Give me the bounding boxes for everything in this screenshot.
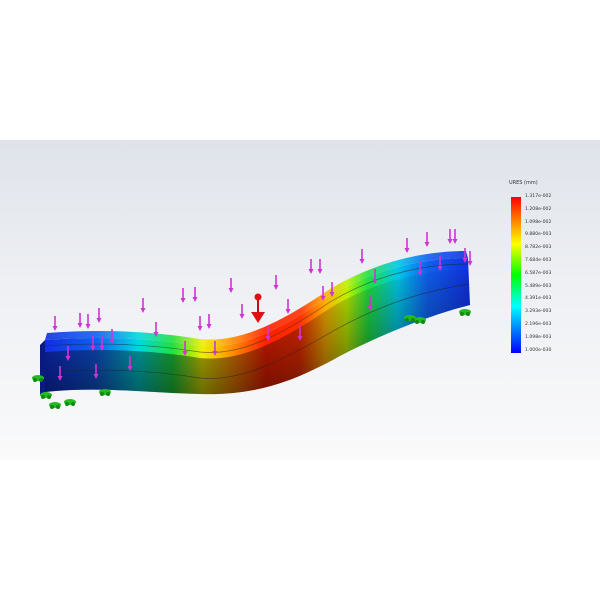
legend-tick-label: 1.317e-002: [525, 194, 552, 199]
down-arrow-icon: [265, 326, 271, 341]
legend-tick-label: 8.782e-003: [525, 245, 552, 251]
down-arrow-icon: [320, 286, 326, 301]
legend-title: URES (mm): [509, 180, 538, 186]
beam-top-face: [45, 251, 468, 347]
down-arrow-icon: [308, 259, 314, 274]
down-arrow-icon: [239, 304, 245, 319]
down-arrow-icon: [182, 341, 188, 356]
down-arrow-icon: [297, 326, 303, 341]
down-arrow-icon: [96, 308, 102, 323]
down-arrow-icon: [57, 366, 63, 381]
legend-tick-label: 9.880e-003: [525, 232, 552, 238]
graphics-viewport[interactable]: [0, 140, 600, 460]
fixed-support-icon: [404, 315, 416, 322]
legend-tick-label: 1.208e-002: [525, 206, 552, 212]
legend-tick-label: 6.587e-003: [525, 270, 552, 276]
down-arrow-icon: [404, 238, 410, 253]
down-arrow-icon: [462, 248, 468, 263]
fixed-support-icon: [32, 375, 44, 382]
down-arrow-icon: [206, 314, 212, 329]
down-arrow-icon: [467, 251, 473, 266]
down-arrow-icon: [192, 287, 198, 302]
legend-tick-label: 2.196e-003: [525, 322, 552, 327]
legend-tick-label: 1.098e-003: [525, 334, 552, 340]
legend-tick-label: 1.000e-030: [525, 347, 552, 353]
legend-tick-label: 3.293e-003: [525, 309, 552, 315]
down-arrow-icon: [372, 269, 378, 284]
down-arrow-icon: [359, 249, 365, 264]
legend-tick-label: 5.489e-003: [525, 283, 552, 289]
down-arrow-icon: [424, 232, 430, 247]
down-arrow-icon: [90, 336, 96, 351]
down-arrow-icon: [285, 299, 291, 314]
pushpin-icon[interactable]: [251, 293, 265, 324]
beam-edge-line: [44, 283, 470, 379]
result-legend[interactable]: URES (mm) 1.317e-002 1.208e-002 1.098e-002…: [506, 180, 576, 360]
down-arrow-icon: [153, 322, 159, 337]
down-arrow-icon: [228, 278, 234, 293]
fixed-support-icon: [414, 317, 426, 324]
fixed-support-icon: [459, 309, 471, 316]
down-arrow-icon: [329, 282, 335, 297]
down-arrow-icon: [85, 314, 91, 329]
fixtures: [32, 309, 471, 409]
down-arrow-icon: [367, 296, 373, 311]
down-arrow-icon: [109, 329, 115, 344]
down-arrow-icon: [417, 261, 423, 276]
beam-edge-line: [44, 263, 469, 353]
down-arrow-icon: [437, 256, 443, 271]
down-arrow-icon: [273, 275, 279, 290]
fixed-support-icon: [49, 402, 61, 409]
legend-tick-label: 7.684e-003: [525, 258, 552, 263]
fixed-support-icon: [64, 399, 76, 406]
down-arrow-icon: [127, 356, 133, 371]
down-arrow-icon: [197, 316, 203, 331]
down-arrow-icon: [452, 229, 458, 244]
legend-tick-label: 1.098e-002: [525, 219, 552, 225]
down-arrow-icon: [447, 229, 453, 244]
beam-front-shade: [45, 270, 470, 395]
down-arrow-icon: [52, 316, 58, 331]
down-arrow-icon: [65, 346, 71, 361]
down-arrow-icon: [180, 288, 186, 303]
loads: [52, 229, 473, 381]
down-arrow-icon: [77, 313, 83, 328]
down-arrow-icon: [93, 364, 99, 379]
legend-tick-label: 4.391e-003: [525, 296, 552, 302]
down-arrow-icon: [99, 336, 105, 351]
legend-color-bar: [511, 197, 521, 353]
beam[interactable]: [40, 251, 470, 395]
down-arrow-icon: [140, 298, 146, 313]
fixed-support-icon: [40, 392, 52, 399]
down-arrow-icon: [212, 341, 218, 356]
beam-end-face: [40, 340, 45, 395]
fixed-support-icon: [99, 389, 111, 396]
down-arrow-icon: [317, 259, 323, 274]
